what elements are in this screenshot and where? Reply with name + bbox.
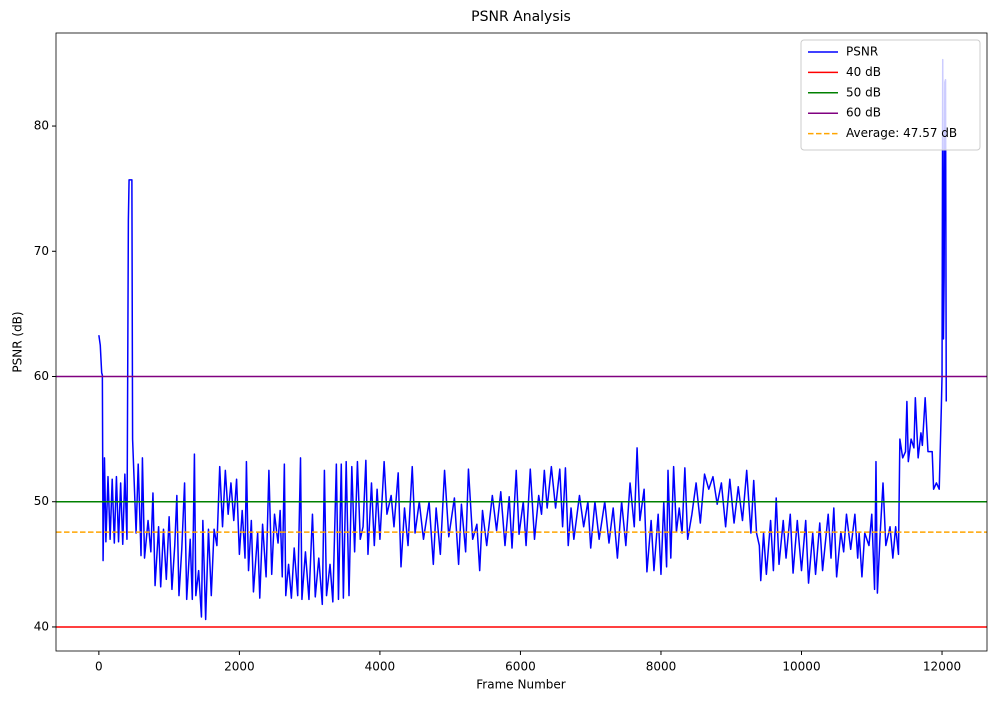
legend-label: Average: 47.57 dB (846, 126, 957, 140)
x-axis-label: Frame Number (476, 678, 565, 692)
x-tick-label: 10000 (782, 660, 820, 674)
plot-layer (56, 58, 987, 628)
y-tick-label: 40 (34, 619, 49, 633)
legend-label: 40 dB (846, 65, 881, 79)
data-line (98, 58, 947, 621)
x-tick-label: 4000 (365, 660, 396, 674)
y-tick-label: 70 (34, 244, 49, 258)
y-tick-label: 60 (34, 369, 49, 383)
x-tick-label: 6000 (505, 660, 536, 674)
chart-title: PSNR Analysis (471, 9, 571, 25)
legend-label: PSNR (846, 45, 878, 59)
y-tick-label: 50 (34, 494, 49, 508)
x-tick-label: 8000 (646, 660, 677, 674)
axes-frame (55, 32, 988, 652)
legend-label: 50 dB (846, 85, 881, 99)
legend-label: 60 dB (846, 106, 881, 120)
x-tick-label: 2000 (224, 660, 255, 674)
y-axis-label: PSNR (dB) (11, 311, 25, 372)
x-tick-label: 0 (95, 660, 103, 674)
x-tick-label: 12000 (923, 660, 961, 674)
legend-box (800, 39, 981, 151)
y-tick-label: 80 (34, 119, 49, 133)
